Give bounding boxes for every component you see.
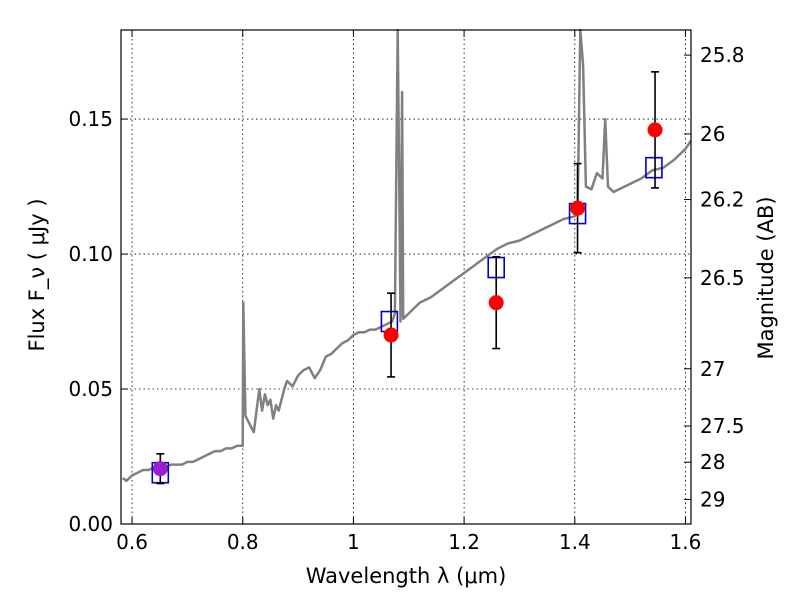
synthetic-point: [645, 156, 663, 179]
model-spectrum-line: [121, 28, 693, 483]
y-axis-label: Flux F_ν ( μJy ): [25, 198, 50, 351]
observed-point: [647, 122, 663, 138]
y2-axis-ticks: 25.8 26 26.2 26.5 27 27.5 28 29: [684, 43, 745, 511]
x-tick-label: 1.6: [670, 530, 702, 554]
y2-tick-label: 28: [700, 450, 725, 474]
y2-tick-label: 26: [700, 122, 725, 146]
y-tick-label: 0.05: [68, 377, 113, 401]
y2-tick-label: 26.2: [700, 188, 745, 212]
y2-tick-label: 27.5: [700, 414, 745, 438]
y2-axis-label: Magnitude (AB): [754, 196, 778, 359]
y-axis-ticks: 0.00 0.05 0.10 0.15: [68, 107, 128, 536]
x-tick-label: 1: [347, 530, 360, 554]
y2-tick-label: 26.5: [700, 266, 745, 290]
plot-frame: [120, 29, 692, 525]
y-tick-label: 0.10: [68, 242, 113, 266]
x-tick-label: 1.4: [559, 530, 591, 554]
x-axis-ticks: 0.6 0.8 1 1.2 1.4 1.6: [116, 30, 701, 554]
y2-tick-label: 29: [700, 487, 725, 511]
x-tick-label: 0.6: [116, 530, 148, 554]
observed-point: [383, 327, 399, 343]
observed-point: [570, 200, 586, 216]
observed-point: [152, 461, 168, 477]
x-tick-label: 0.8: [227, 530, 259, 554]
grid-lines: [121, 30, 691, 525]
model-spectrum: [121, 28, 693, 483]
y2-tick-label: 27: [700, 357, 725, 381]
y2-tick-label: 25.8: [700, 43, 745, 67]
y-tick-label: 0.15: [68, 107, 113, 131]
synthetic-photometry: [151, 156, 663, 484]
y-tick-label: 0.00: [68, 512, 113, 536]
x-tick-label: 1.2: [448, 530, 480, 554]
x-axis-label: Wavelength λ (μm): [306, 564, 507, 588]
observed-photometry: [152, 71, 663, 485]
observed-point: [488, 295, 504, 311]
